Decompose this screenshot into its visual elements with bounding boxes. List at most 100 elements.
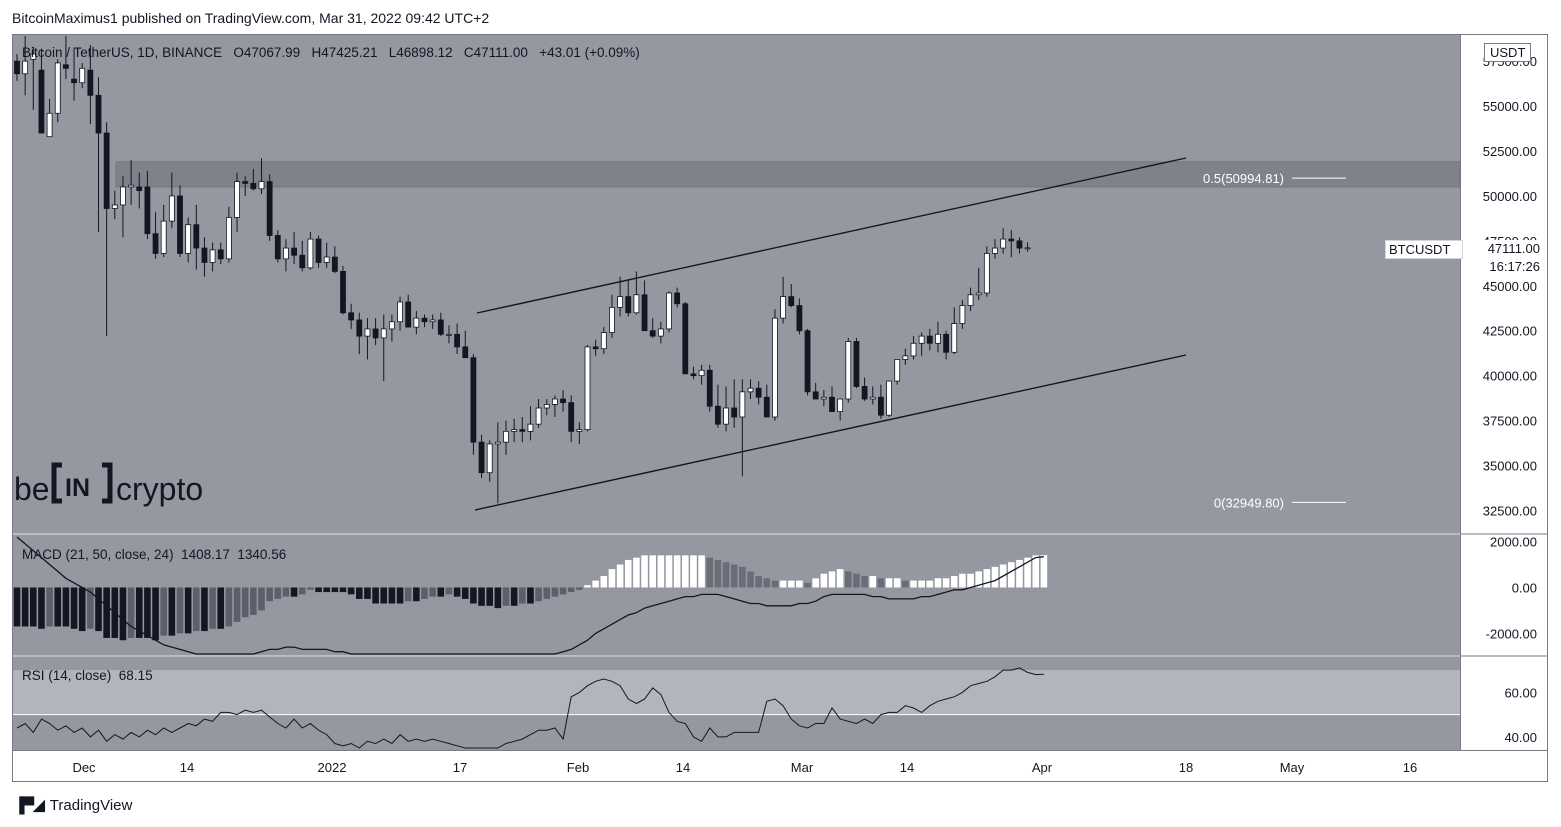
candle[interactable] <box>641 280 648 332</box>
candle[interactable] <box>975 267 982 301</box>
candle[interactable] <box>600 327 607 355</box>
candle[interactable] <box>796 298 803 335</box>
candle[interactable] <box>894 359 901 385</box>
candle[interactable] <box>543 399 550 416</box>
candle[interactable] <box>193 204 200 270</box>
channel-upper-line[interactable] <box>476 157 1187 314</box>
candle[interactable] <box>95 77 102 232</box>
candle[interactable] <box>535 399 542 428</box>
candle[interactable] <box>323 242 330 268</box>
candle[interactable] <box>780 276 786 324</box>
candle[interactable] <box>79 62 86 89</box>
candle[interactable] <box>160 204 167 258</box>
candle[interactable] <box>470 354 477 455</box>
candle[interactable] <box>71 48 77 101</box>
candle[interactable] <box>111 190 118 220</box>
candle[interactable] <box>388 314 395 342</box>
symbol-name[interactable]: Bitcoin / TetherUS, 1D, BINANCE <box>22 45 223 60</box>
candle[interactable] <box>128 160 134 205</box>
candle[interactable] <box>437 312 444 337</box>
candle[interactable] <box>706 364 713 412</box>
candle[interactable] <box>519 416 526 443</box>
candle[interactable] <box>22 36 29 96</box>
price-pane[interactable] <box>13 35 1460 533</box>
candle[interactable] <box>348 303 355 329</box>
time-axis[interactable] <box>13 751 1547 781</box>
channel-lower-line[interactable] <box>474 354 1187 511</box>
candle[interactable] <box>299 240 306 272</box>
price-axis[interactable] <box>1461 35 1547 750</box>
currency-button[interactable]: USDT <box>1484 43 1532 62</box>
rsi-legend[interactable]: RSI (14, close) 68.15 <box>22 668 153 683</box>
candle[interactable] <box>820 390 827 407</box>
symbol-legend[interactable]: Bitcoin / TetherUS, 1D, BINANCE O47067.9… <box>22 45 640 60</box>
candle[interactable] <box>486 440 493 482</box>
candle[interactable] <box>283 239 289 272</box>
candle[interactable] <box>46 98 53 138</box>
tradingview-brand[interactable]: ▐▀◢ TradingView <box>14 796 133 815</box>
candle[interactable] <box>943 330 949 360</box>
candle[interactable] <box>63 36 69 80</box>
candle[interactable] <box>168 172 175 229</box>
candle[interactable] <box>649 318 656 338</box>
candle[interactable] <box>682 301 689 375</box>
candle[interactable] <box>674 287 681 308</box>
candle[interactable] <box>609 294 615 338</box>
candle[interactable] <box>625 280 632 317</box>
candle[interactable] <box>584 345 591 432</box>
macd-legend[interactable]: MACD (21, 50, close, 24) 1408.17 1340.56 <box>22 547 287 562</box>
candle[interactable] <box>869 386 876 405</box>
candle[interactable] <box>397 296 403 331</box>
candle[interactable] <box>446 325 452 344</box>
candle[interactable] <box>959 300 966 329</box>
candle[interactable] <box>234 172 240 232</box>
candle[interactable] <box>878 384 884 419</box>
candle[interactable] <box>951 307 958 355</box>
resistance-zone[interactable] <box>115 161 1461 188</box>
chart-canvas[interactable]: be IN crypto 0.5(50994.81)0(32949.80)575… <box>12 34 1548 782</box>
candle[interactable] <box>1016 237 1023 254</box>
candle[interactable] <box>763 384 770 418</box>
candle[interactable] <box>837 398 844 421</box>
candle[interactable] <box>690 366 697 380</box>
candle[interactable] <box>568 395 575 443</box>
candle[interactable] <box>967 287 974 311</box>
candle[interactable] <box>225 206 232 263</box>
candle[interactable] <box>861 377 868 401</box>
candle[interactable] <box>747 379 754 400</box>
candle[interactable] <box>209 242 216 272</box>
candle[interactable] <box>1024 242 1031 252</box>
candle[interactable] <box>755 381 762 405</box>
candle[interactable] <box>177 185 183 258</box>
macd-plot[interactable] <box>13 536 1048 655</box>
candle[interactable] <box>935 321 941 353</box>
candle[interactable] <box>54 59 61 123</box>
rsi-plot[interactable] <box>16 667 1044 749</box>
candle[interactable] <box>552 395 558 417</box>
candle[interactable] <box>698 364 705 385</box>
candle[interactable] <box>739 379 746 477</box>
candle[interactable] <box>103 122 110 337</box>
candle[interactable] <box>560 390 566 412</box>
candle[interactable] <box>723 386 729 432</box>
candle[interactable] <box>454 323 461 355</box>
candle[interactable] <box>372 318 379 346</box>
candle[interactable] <box>201 237 208 277</box>
candle[interactable] <box>144 170 151 240</box>
candle[interactable] <box>242 176 249 196</box>
candle[interactable] <box>87 44 94 125</box>
candle[interactable] <box>340 266 346 315</box>
candle[interactable] <box>918 332 925 356</box>
candle[interactable] <box>152 212 159 259</box>
candle[interactable] <box>462 330 469 359</box>
candle[interactable] <box>30 46 37 110</box>
candle[interactable] <box>511 418 518 443</box>
candle[interactable] <box>14 53 20 81</box>
candle[interactable] <box>804 328 811 396</box>
candle[interactable] <box>258 158 265 195</box>
candle[interactable] <box>592 339 599 356</box>
candle[interactable] <box>421 314 428 328</box>
candle[interactable] <box>772 309 778 421</box>
candle[interactable] <box>983 246 990 297</box>
candle[interactable] <box>307 231 314 270</box>
